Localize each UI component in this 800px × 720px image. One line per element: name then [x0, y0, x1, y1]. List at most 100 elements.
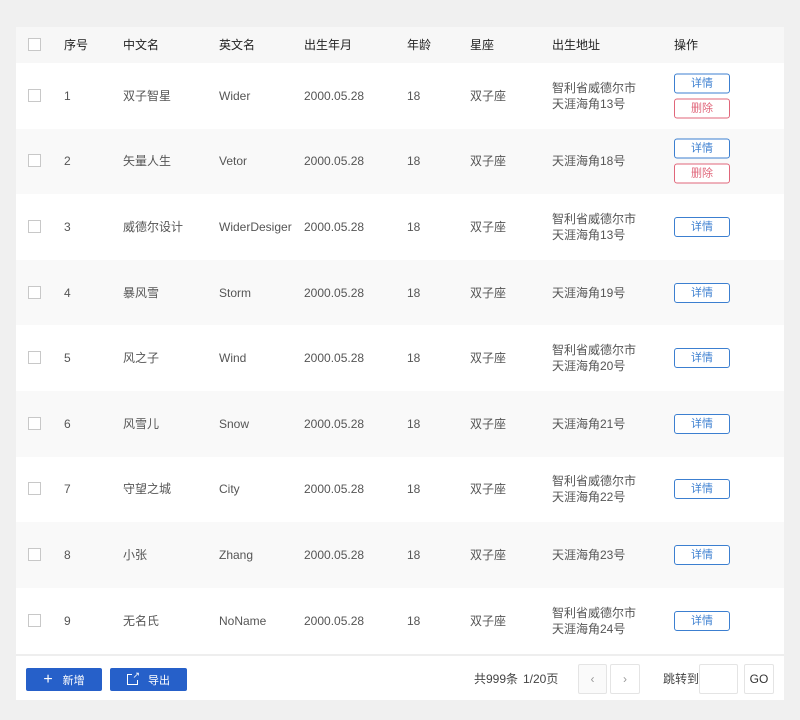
row-index: 4 [64, 285, 71, 300]
address: 智利省威德尔市 天涯海角13号 [552, 211, 636, 243]
jump-page-input[interactable] [699, 664, 738, 694]
table-row: 4 暴风雪 Storm 2000.05.28 18 双子座 天涯海角19号 详情 [16, 259, 784, 326]
address: 智利省威德尔市 天涯海角13号 [552, 80, 636, 112]
cn-name: 威德尔设计 [123, 219, 184, 234]
cn-name: 矢量人生 [123, 154, 172, 169]
row-checkbox[interactable] [28, 416, 41, 430]
zodiac-sign: 双子座 [470, 416, 507, 431]
row-index: 7 [64, 482, 71, 497]
go-button[interactable]: GO [744, 664, 774, 694]
table-row: 5 风之子 Wind 2000.05.28 18 双子座 智利省威德尔市 天涯海角20号 详情 [16, 325, 784, 391]
detail-button[interactable]: 详情 [674, 413, 730, 434]
next-page-button[interactable]: › [610, 664, 640, 694]
zodiac-sign: 双子座 [470, 613, 507, 628]
zodiac-sign: 双子座 [470, 547, 507, 562]
export-icon: ↗ [127, 671, 140, 685]
prev-page-button[interactable]: ‹ [578, 664, 607, 694]
row-actions: 详情 删除 [674, 138, 730, 184]
cn-name: 风之子 [123, 351, 160, 366]
table-row: 7 守望之城 City 2000.05.28 18 双子座 智利省威德尔市 天涯海角22号 详情 [16, 457, 784, 523]
birth-date: 2000.05.28 [304, 154, 365, 169]
cn-name: 小张 [123, 547, 148, 562]
row-checkbox[interactable] [28, 482, 41, 496]
row-checkbox[interactable] [28, 613, 41, 627]
address-line-2: 天涯海角24号 [552, 621, 626, 636]
table-row: 8 小张 Zhang 2000.05.28 18 双子座 天涯海角23号 详情 [16, 522, 784, 588]
zodiac-sign: 双子座 [470, 154, 507, 169]
add-button[interactable]: + 新增 [26, 668, 102, 691]
age: 18 [407, 154, 421, 169]
address: 智利省威德尔市 天涯海角24号 [552, 605, 636, 637]
address-line-1: 天涯海角21号 [552, 416, 626, 431]
table-row: 2 矢量人生 Vetor 2000.05.28 18 双子座 天涯海角18号 详情 删除 [16, 128, 784, 195]
select-all-checkbox[interactable] [28, 38, 41, 51]
en-name: Wind [219, 351, 247, 366]
en-name: Wider [219, 88, 251, 103]
zodiac-sign: 双子座 [470, 351, 507, 366]
age: 18 [407, 351, 421, 366]
header-age: 年龄 [407, 38, 432, 52]
total-count: 共999条 [474, 672, 519, 686]
age: 18 [407, 285, 421, 300]
address-line-1: 智利省威德尔市 [552, 211, 637, 226]
data-table: 序号 中文名 英文名 出生年月 年龄 星座 出生地址 操作 1 双子智星 Wider… [16, 27, 784, 700]
zodiac-sign: 双子座 [470, 482, 507, 497]
table-header: 序号 中文名 英文名 出生年月 年龄 星座 出生地址 操作 [16, 27, 784, 63]
detail-button[interactable]: 详情 [674, 610, 730, 631]
address-line-1: 天涯海角18号 [552, 154, 626, 169]
zodiac-sign: 双子座 [470, 219, 507, 234]
row-checkbox[interactable] [28, 88, 41, 102]
row-index: 8 [64, 547, 71, 562]
delete-button[interactable]: 删除 [674, 98, 730, 119]
header-index: 序号 [64, 38, 89, 52]
row-checkbox[interactable] [28, 154, 41, 168]
row-checkbox[interactable] [28, 351, 41, 365]
jump-label: 跳转到 [663, 672, 700, 686]
detail-button[interactable]: 详情 [674, 544, 730, 565]
row-index: 2 [64, 154, 71, 169]
detail-button[interactable]: 详情 [674, 216, 730, 237]
row-actions: 详情 [674, 479, 730, 500]
birth-date: 2000.05.28 [304, 416, 365, 431]
delete-button[interactable]: 删除 [674, 163, 730, 184]
birth-date: 2000.05.28 [304, 482, 365, 497]
header-address: 出生地址 [552, 38, 601, 52]
row-checkbox[interactable] [28, 285, 41, 299]
detail-button[interactable]: 详情 [674, 348, 730, 369]
address: 天涯海角23号 [552, 547, 625, 563]
address-line-1: 智利省威德尔市 [552, 474, 637, 489]
cn-name: 守望之城 [123, 482, 172, 497]
header-sign: 星座 [470, 38, 495, 52]
export-label: 导出 [148, 674, 170, 687]
page-indicator: 1/20页 [523, 672, 559, 686]
row-index: 6 [64, 416, 71, 431]
en-name: City [219, 482, 240, 497]
row-checkbox[interactable] [28, 219, 41, 233]
address: 天涯海角18号 [552, 153, 625, 169]
row-actions: 详情 [674, 413, 730, 434]
age: 18 [407, 88, 421, 103]
export-button[interactable]: ↗ 导出 [110, 668, 187, 691]
cn-name: 暴风雪 [123, 285, 160, 300]
detail-button[interactable]: 详情 [674, 138, 730, 159]
cn-name: 风雪儿 [123, 416, 160, 431]
row-index: 1 [64, 88, 71, 103]
row-actions: 详情 [674, 282, 730, 303]
birth-date: 2000.05.28 [304, 351, 365, 366]
age: 18 [407, 547, 421, 562]
header-birth: 出生年月 [304, 38, 353, 52]
address: 智利省威德尔市 天涯海角22号 [552, 473, 636, 505]
header-actions: 操作 [674, 38, 699, 52]
row-actions: 详情 [674, 544, 730, 565]
row-checkbox[interactable] [28, 547, 41, 561]
row-index: 5 [64, 351, 71, 366]
header-en-name: 英文名 [219, 38, 256, 52]
address-line-1: 智利省威德尔市 [552, 80, 637, 95]
detail-button[interactable]: 详情 [674, 73, 730, 94]
detail-button[interactable]: 详情 [674, 282, 730, 303]
en-name: NoName [219, 613, 267, 628]
detail-button[interactable]: 详情 [674, 479, 730, 500]
birth-date: 2000.05.28 [304, 613, 365, 628]
header-cn-name: 中文名 [123, 38, 160, 52]
zodiac-sign: 双子座 [470, 285, 507, 300]
